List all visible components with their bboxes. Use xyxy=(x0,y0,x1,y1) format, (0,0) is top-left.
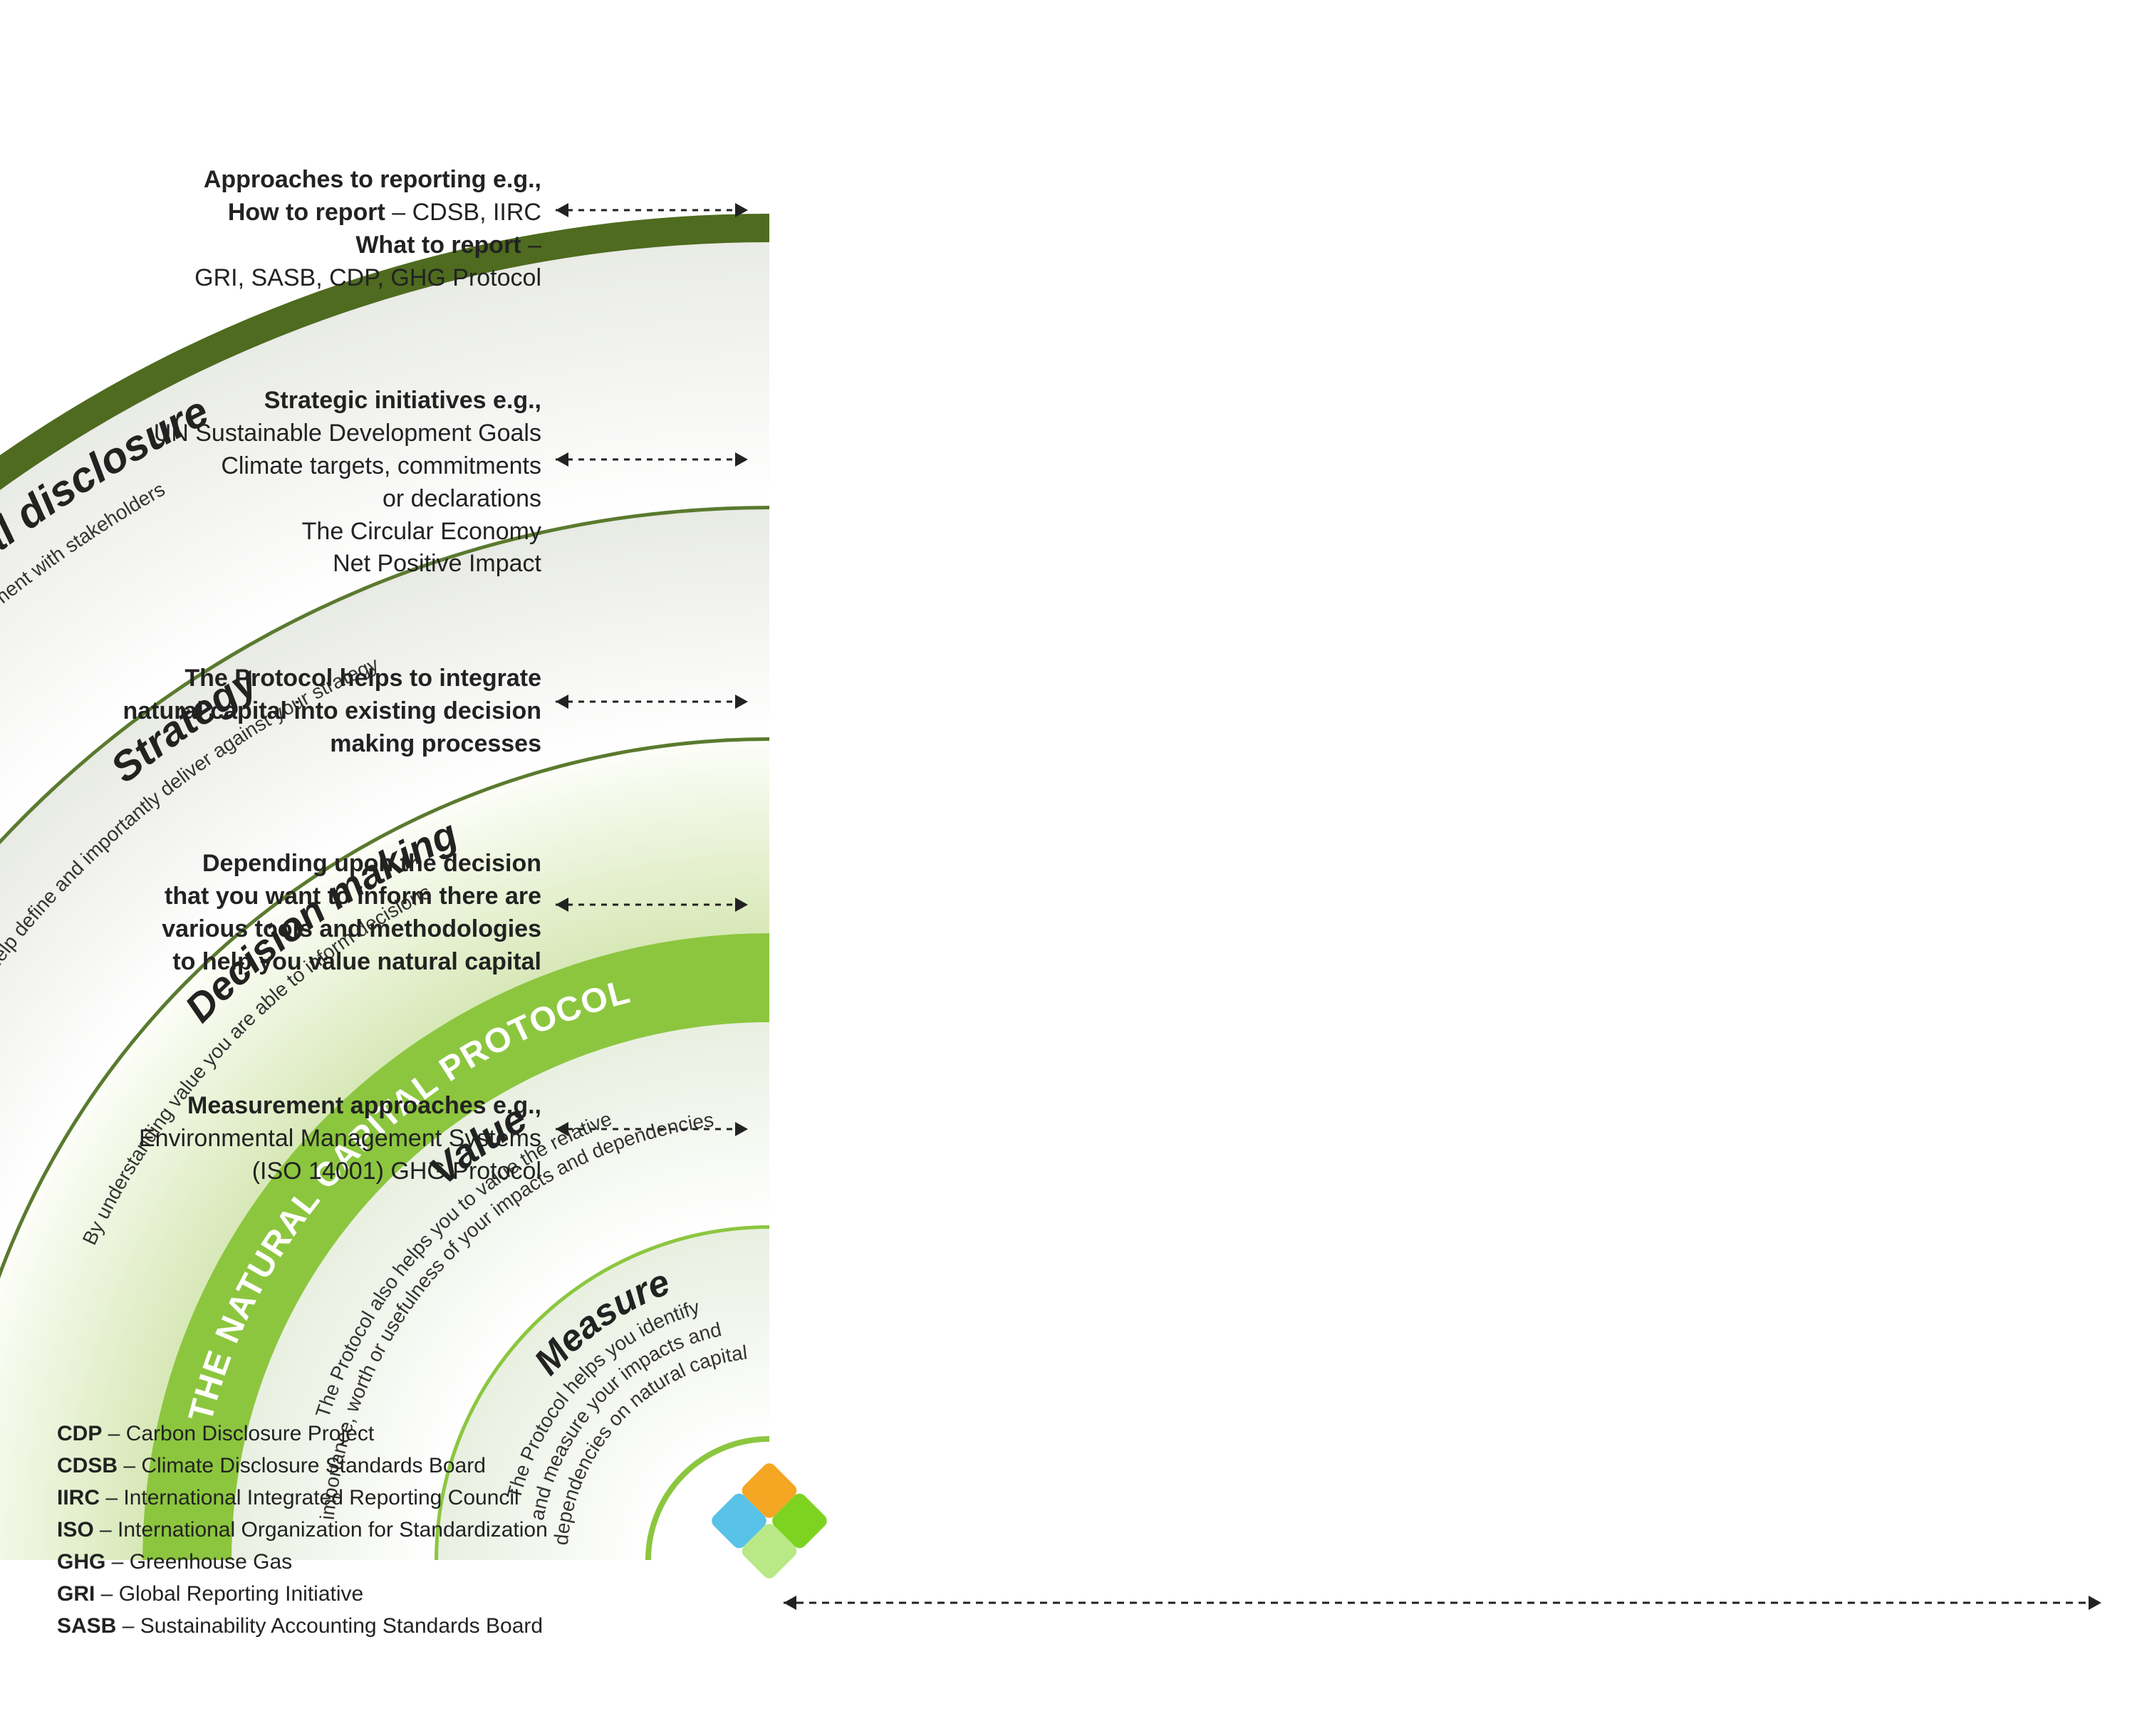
annotation-measure-ann: Measurement approaches e.g.,Environmenta… xyxy=(43,1090,541,1188)
annotation-protocol-ann: The Protocol helps to integratenatural c… xyxy=(43,662,541,761)
glossary-item: GRI – Global Reporting Initiative xyxy=(57,1578,548,1610)
annotation-ext-disclosure: Approaches to reporting e.g.,How to repo… xyxy=(43,164,541,295)
center-logo-icon xyxy=(709,1460,830,1581)
glossary-item: SASB – Sustainability Accounting Standar… xyxy=(57,1610,548,1642)
annotation-strategy-ann: Strategic initiatives e.g.,UN Sustainabl… xyxy=(43,385,541,581)
glossary: CDP – Carbon Disclosure ProjectCDSB – Cl… xyxy=(57,1418,548,1642)
glossary-item: CDSB – Climate Disclosure Standards Boar… xyxy=(57,1450,548,1482)
diagram-canvas: MeasureThe Protocol helps you identifyan… xyxy=(0,0,2137,1736)
glossary-item: CDP – Carbon Disclosure Project xyxy=(57,1418,548,1450)
annotation-value-ann: Depending upon the decisionthat you want… xyxy=(43,848,541,979)
glossary-item: IIRC – International Integrated Reportin… xyxy=(57,1482,548,1514)
glossary-item: ISO – International Organization for Sta… xyxy=(57,1514,548,1546)
glossary-item: GHG – Greenhouse Gas xyxy=(57,1546,548,1578)
